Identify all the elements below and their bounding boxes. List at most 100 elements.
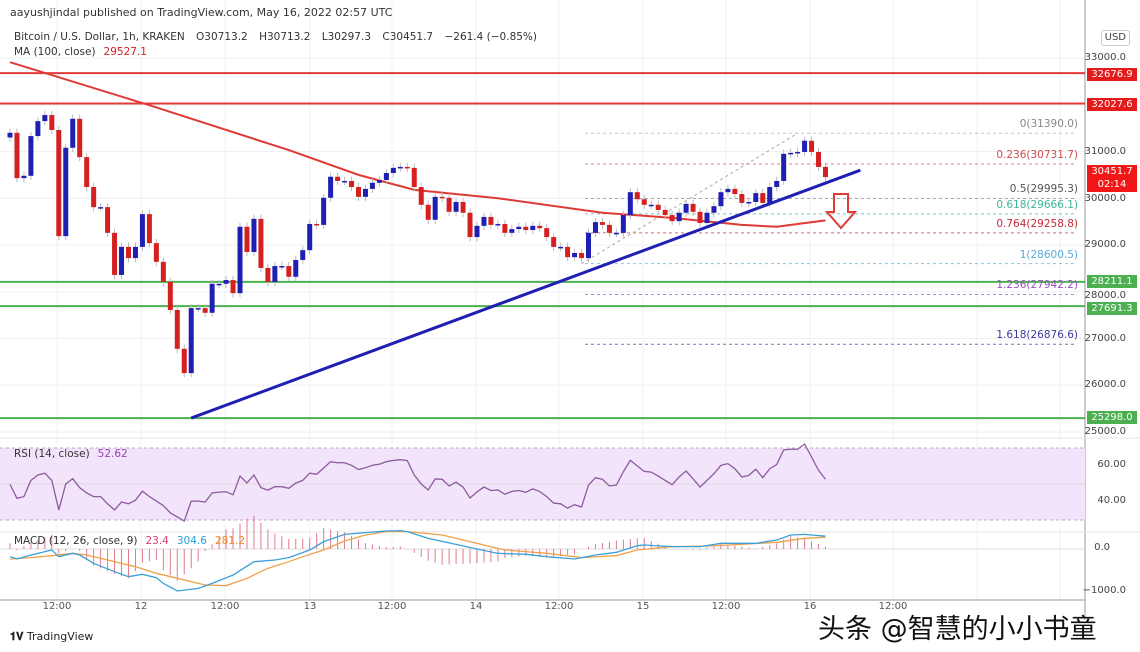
rsi-legend: RSI (14, close) 52.62: [14, 448, 136, 460]
candle: [467, 212, 473, 238]
candle: [397, 166, 403, 169]
candle: [77, 118, 83, 158]
candle: [153, 243, 159, 262]
ma-legend: MA (100, close) 29527.1: [14, 46, 155, 58]
candle: [188, 308, 194, 374]
candle: [474, 225, 480, 238]
candle: [676, 212, 682, 222]
change-value: −261.4 (−0.85%): [444, 31, 538, 43]
fib-trend-line: [581, 132, 798, 265]
candle: [572, 252, 578, 258]
candle: [84, 157, 90, 188]
candle: [620, 215, 626, 233]
candle: [809, 140, 815, 152]
close-value: C30451.7: [382, 31, 434, 43]
macd-line: [9, 529, 826, 592]
candle: [383, 173, 389, 181]
candle: [704, 212, 710, 224]
candle: [641, 199, 647, 205]
ma-label[interactable]: MA (100, close): [14, 46, 96, 58]
open-value: O30713.2: [196, 31, 248, 43]
candle: [697, 211, 703, 224]
publish-info: aayushjindal published on TradingView.co…: [10, 6, 393, 19]
time-tick: 12:00: [544, 601, 574, 612]
candle: [481, 216, 487, 226]
rsi-line: [9, 443, 827, 523]
price-tick: 27000.0: [1084, 332, 1126, 344]
candle: [425, 204, 431, 220]
candle: [558, 246, 564, 249]
candle: [112, 232, 118, 275]
candle: [634, 192, 640, 200]
candle: [300, 250, 306, 260]
price-tick: 33000.0: [1084, 52, 1126, 63]
candle: [21, 175, 27, 179]
candle: [139, 214, 145, 247]
candle: [321, 197, 327, 225]
macd-hist-value: 23.4: [145, 535, 169, 547]
candle: [98, 207, 104, 209]
price-tick: 28000.0: [1084, 290, 1126, 301]
candle: [230, 280, 236, 294]
low-value: L30297.3: [321, 31, 372, 43]
fib-level-label: 1.618(26876.6): [996, 329, 1078, 342]
candle: [662, 209, 668, 216]
candle: [544, 228, 550, 238]
candle: [202, 308, 208, 313]
tradingview-logo-icon: 𝟏𝐕: [10, 630, 24, 643]
candle: [579, 252, 585, 259]
candle: [446, 197, 452, 212]
rsi-tick: 60.00: [1097, 459, 1126, 470]
candle: [105, 207, 111, 233]
ma100-line: [9, 61, 826, 228]
candle: [70, 118, 76, 148]
candle: [14, 132, 20, 179]
candle: [592, 222, 598, 233]
time-tick: 13: [303, 601, 317, 612]
fib-level-label: 0.236(30731.7): [996, 149, 1078, 162]
candle: [439, 196, 445, 199]
candle: [160, 261, 166, 282]
candle: [822, 166, 828, 178]
candle: [760, 193, 766, 203]
candle: [739, 194, 745, 203]
price-tick: 26000.0: [1084, 379, 1126, 391]
rsi-value: 52.62: [97, 448, 128, 460]
candle: [237, 226, 243, 294]
time-tick: 12: [134, 601, 148, 612]
candle: [42, 115, 48, 122]
candle: [209, 283, 215, 313]
candle: [223, 280, 229, 284]
macd-label[interactable]: MACD (12, 26, close, 9): [14, 535, 138, 547]
macd-tick: 0.0: [1094, 542, 1110, 553]
candle: [418, 187, 424, 205]
candle: [732, 188, 738, 195]
candle: [35, 121, 41, 137]
tradingview-brand[interactable]: 𝟏𝐕 TradingView: [10, 630, 93, 644]
candle: [502, 223, 508, 233]
candle: [495, 223, 501, 226]
rsi-label[interactable]: RSI (14, close): [14, 448, 90, 460]
fib-level-label: 0.764(29258.8): [996, 217, 1078, 230]
ma-value: 29527.1: [103, 46, 147, 58]
symbol-name[interactable]: Bitcoin / U.S. Dollar, 1h, KRAKEN: [14, 31, 185, 43]
candle: [669, 215, 675, 222]
time-tick: 12:00: [878, 601, 908, 612]
fib-level-label: 0(31390.0): [1019, 118, 1078, 131]
bar-countdown: 02:14: [1097, 179, 1127, 190]
candle: [28, 136, 34, 176]
candle: [307, 223, 313, 251]
candle: [244, 226, 250, 253]
candle: [606, 224, 612, 233]
currency-button[interactable]: USD: [1100, 30, 1130, 46]
candle: [551, 237, 557, 247]
support-label-2: 27691.3: [1087, 302, 1137, 315]
trend-line: [190, 168, 861, 420]
candle: [655, 204, 661, 210]
candle: [335, 176, 341, 181]
candle: [774, 180, 780, 188]
high-value: H30713.2: [259, 31, 311, 43]
candle: [746, 201, 752, 204]
